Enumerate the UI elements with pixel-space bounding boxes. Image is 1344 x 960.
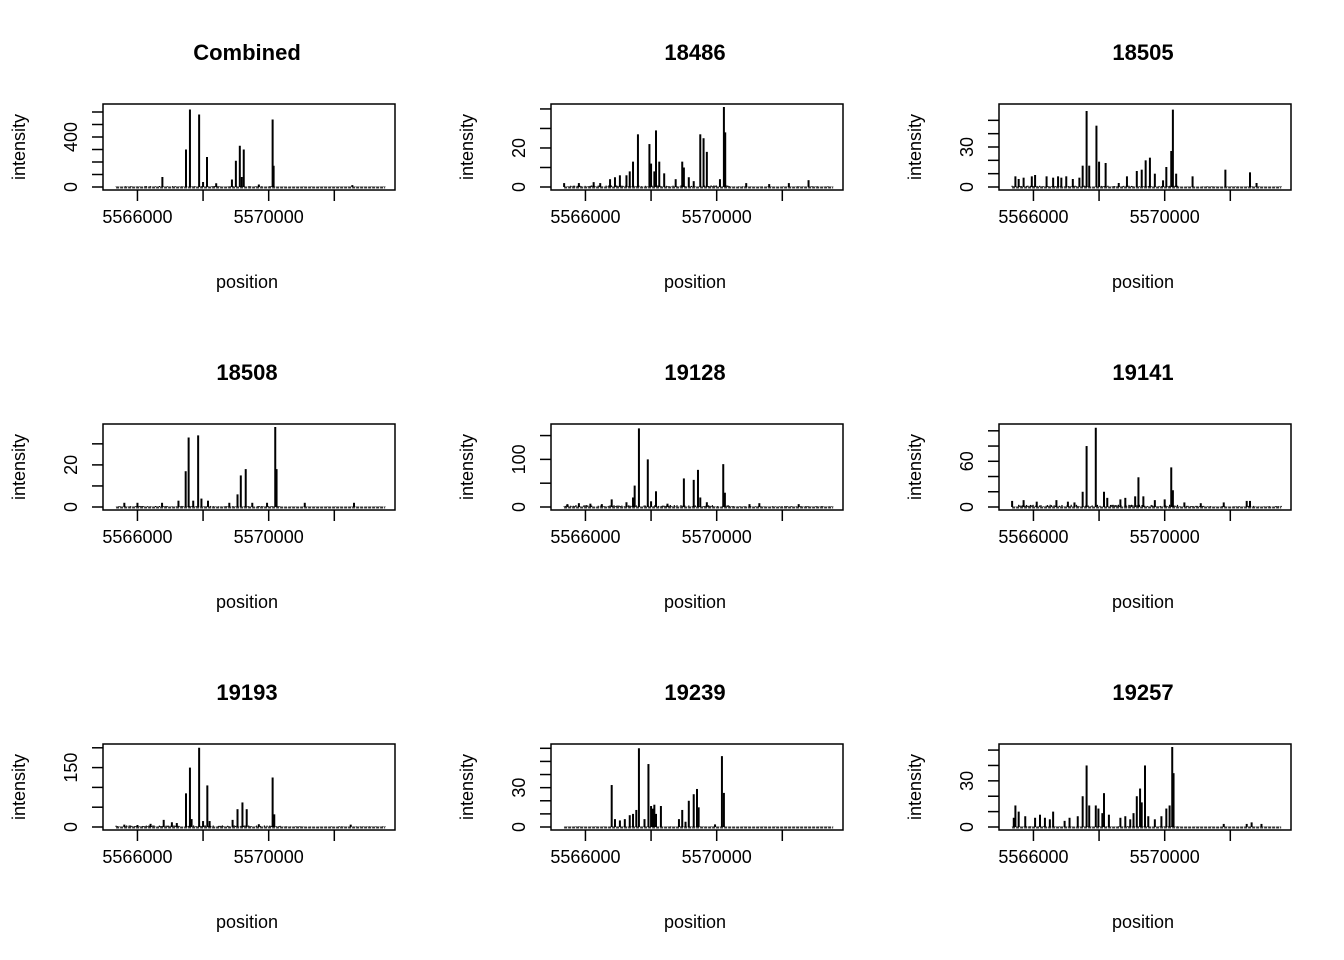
x-tick-label: 5566000 bbox=[102, 847, 172, 867]
x-tick-label: 5570000 bbox=[682, 847, 752, 867]
x-tick-label: 5566000 bbox=[550, 207, 620, 227]
y-tick-label: 20 bbox=[509, 138, 529, 158]
y-axis-label: intensity bbox=[905, 434, 925, 500]
plot-frame bbox=[102, 103, 396, 191]
y-tick-label: 30 bbox=[957, 137, 977, 157]
x-tick-label: 5566000 bbox=[102, 207, 172, 227]
y-tick-label: 60 bbox=[957, 451, 977, 471]
x-tick-label: 5570000 bbox=[1130, 527, 1200, 547]
y-axis-label: intensity bbox=[457, 434, 477, 500]
panel-19128: 19128 5566000 5570000 0 100 position intensity bbox=[457, 360, 844, 612]
y-tick-label: 0 bbox=[957, 822, 977, 832]
x-tick-label: 5570000 bbox=[234, 207, 304, 227]
y-tick-label: 0 bbox=[61, 182, 81, 192]
panel-title: 19141 bbox=[1112, 360, 1173, 385]
y-tick-label: 0 bbox=[509, 502, 529, 512]
y-axis-label: intensity bbox=[905, 754, 925, 820]
x-axis-label: position bbox=[664, 592, 726, 612]
plot-frame bbox=[998, 743, 1292, 831]
panel-19141: 19141 5566000 5570000 0 60 position intensity bbox=[905, 360, 1292, 612]
y-axis-label: intensity bbox=[9, 754, 29, 820]
panel-title: 19239 bbox=[664, 680, 725, 705]
y-tick-label: 100 bbox=[509, 444, 529, 474]
x-axis-label: position bbox=[216, 912, 278, 932]
panel-title: 18486 bbox=[664, 40, 725, 65]
y-tick-label: 30 bbox=[509, 778, 529, 798]
y-tick-label: 0 bbox=[957, 502, 977, 512]
panel-title: 19128 bbox=[664, 360, 725, 385]
panel-18505: 18505 5566000 5570000 0 30 position intensity bbox=[905, 40, 1292, 292]
panel-title: 19257 bbox=[1112, 680, 1173, 705]
plot-frame bbox=[550, 103, 844, 191]
x-tick-label: 5570000 bbox=[1130, 207, 1200, 227]
y-axis-label: intensity bbox=[905, 114, 925, 180]
plot-frame bbox=[102, 743, 396, 831]
y-tick-label: 400 bbox=[61, 122, 81, 152]
x-tick-label: 5566000 bbox=[550, 527, 620, 547]
x-tick-label: 5570000 bbox=[682, 527, 752, 547]
y-axis-label: intensity bbox=[457, 754, 477, 820]
panel-19193: 19193 5566000 5570000 0 150 position intensity bbox=[9, 680, 396, 932]
x-tick-label: 5566000 bbox=[998, 527, 1068, 547]
x-tick-label: 5570000 bbox=[682, 207, 752, 227]
y-tick-label: 0 bbox=[509, 182, 529, 192]
y-axis-label: intensity bbox=[9, 114, 29, 180]
panel-19239: 19239 5566000 5570000 0 30 position intensity bbox=[457, 680, 844, 932]
panel-title: 18505 bbox=[1112, 40, 1173, 65]
x-axis-label: position bbox=[664, 272, 726, 292]
panel-title: Combined bbox=[193, 40, 301, 65]
y-tick-label: 150 bbox=[61, 753, 81, 783]
y-tick-label: 30 bbox=[957, 771, 977, 791]
x-axis-label: position bbox=[664, 912, 726, 932]
x-tick-label: 5566000 bbox=[998, 847, 1068, 867]
panel-18508: 18508 5566000 5570000 0 20 position intensity bbox=[9, 360, 396, 612]
y-axis-label: intensity bbox=[9, 434, 29, 500]
x-axis-label: position bbox=[1112, 912, 1174, 932]
y-tick-label: 0 bbox=[509, 822, 529, 832]
x-tick-label: 5566000 bbox=[102, 527, 172, 547]
plot-frame bbox=[998, 423, 1292, 511]
panel-18486: 18486 5566000 5570000 0 20 position intensity bbox=[457, 40, 844, 292]
x-axis-label: position bbox=[216, 272, 278, 292]
y-tick-label: 0 bbox=[61, 502, 81, 512]
x-tick-label: 5570000 bbox=[234, 527, 304, 547]
x-tick-label: 5566000 bbox=[550, 847, 620, 867]
plot-frame bbox=[550, 423, 844, 511]
y-axis-label: intensity bbox=[457, 114, 477, 180]
panel-title: 18508 bbox=[216, 360, 277, 385]
y-tick-label: 20 bbox=[61, 455, 81, 475]
x-axis-label: position bbox=[216, 592, 278, 612]
y-tick-label: 0 bbox=[957, 182, 977, 192]
x-axis-label: position bbox=[1112, 272, 1174, 292]
x-axis-label: position bbox=[1112, 592, 1174, 612]
panel-combined: Combined 5566000 5570000 0 400 position intens… bbox=[9, 40, 396, 292]
x-tick-label: 5570000 bbox=[234, 847, 304, 867]
x-tick-label: 5570000 bbox=[1130, 847, 1200, 867]
plot-frame bbox=[102, 423, 396, 511]
panel-title: 19193 bbox=[216, 680, 277, 705]
y-tick-label: 0 bbox=[61, 822, 81, 832]
x-tick-label: 5566000 bbox=[998, 207, 1068, 227]
panel-19257: 19257 5566000 5570000 0 30 position intensity bbox=[905, 680, 1292, 932]
